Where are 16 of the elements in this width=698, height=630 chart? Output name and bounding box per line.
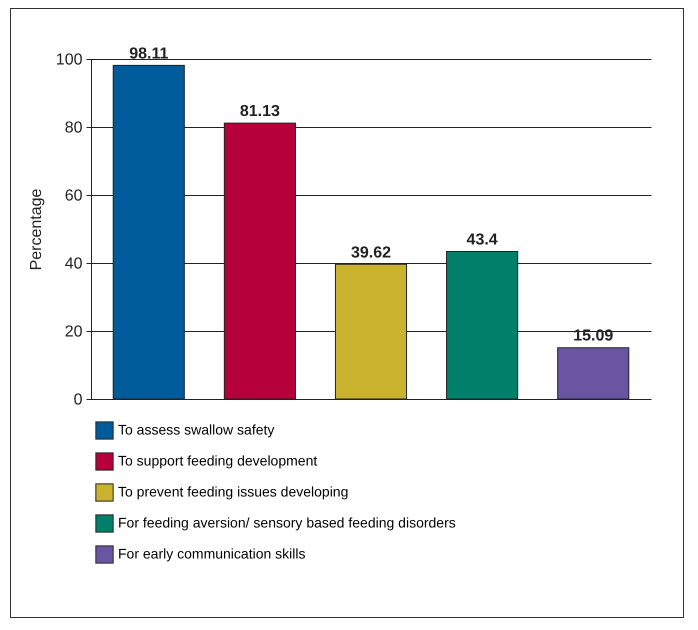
legend-label: For feeding aversion/ sensory based feeding disorders <box>118 514 456 530</box>
data-label: 81.13 <box>240 103 280 120</box>
data-label: 39.62 <box>350 244 392 262</box>
legend-label: To support feeding development <box>118 452 318 468</box>
data-label: 43.4 <box>466 231 498 248</box>
y-tick-label: 60 <box>64 188 83 204</box>
legend-label: For early communication skills <box>118 546 306 562</box>
y-tick-label: 40 <box>64 256 83 272</box>
y-axis-title: Percentage <box>28 188 45 270</box>
y-tick-label: 80 <box>64 120 83 136</box>
legend-label: To assess swallow safety <box>118 422 274 438</box>
data-label: 98.11 <box>129 45 168 62</box>
y-tick-label: 0 <box>74 392 83 408</box>
y-tick-label: 100 <box>56 52 83 68</box>
y-tick-label: 20 <box>64 324 83 340</box>
legend-label: To prevent feeding issues developing <box>118 484 348 500</box>
